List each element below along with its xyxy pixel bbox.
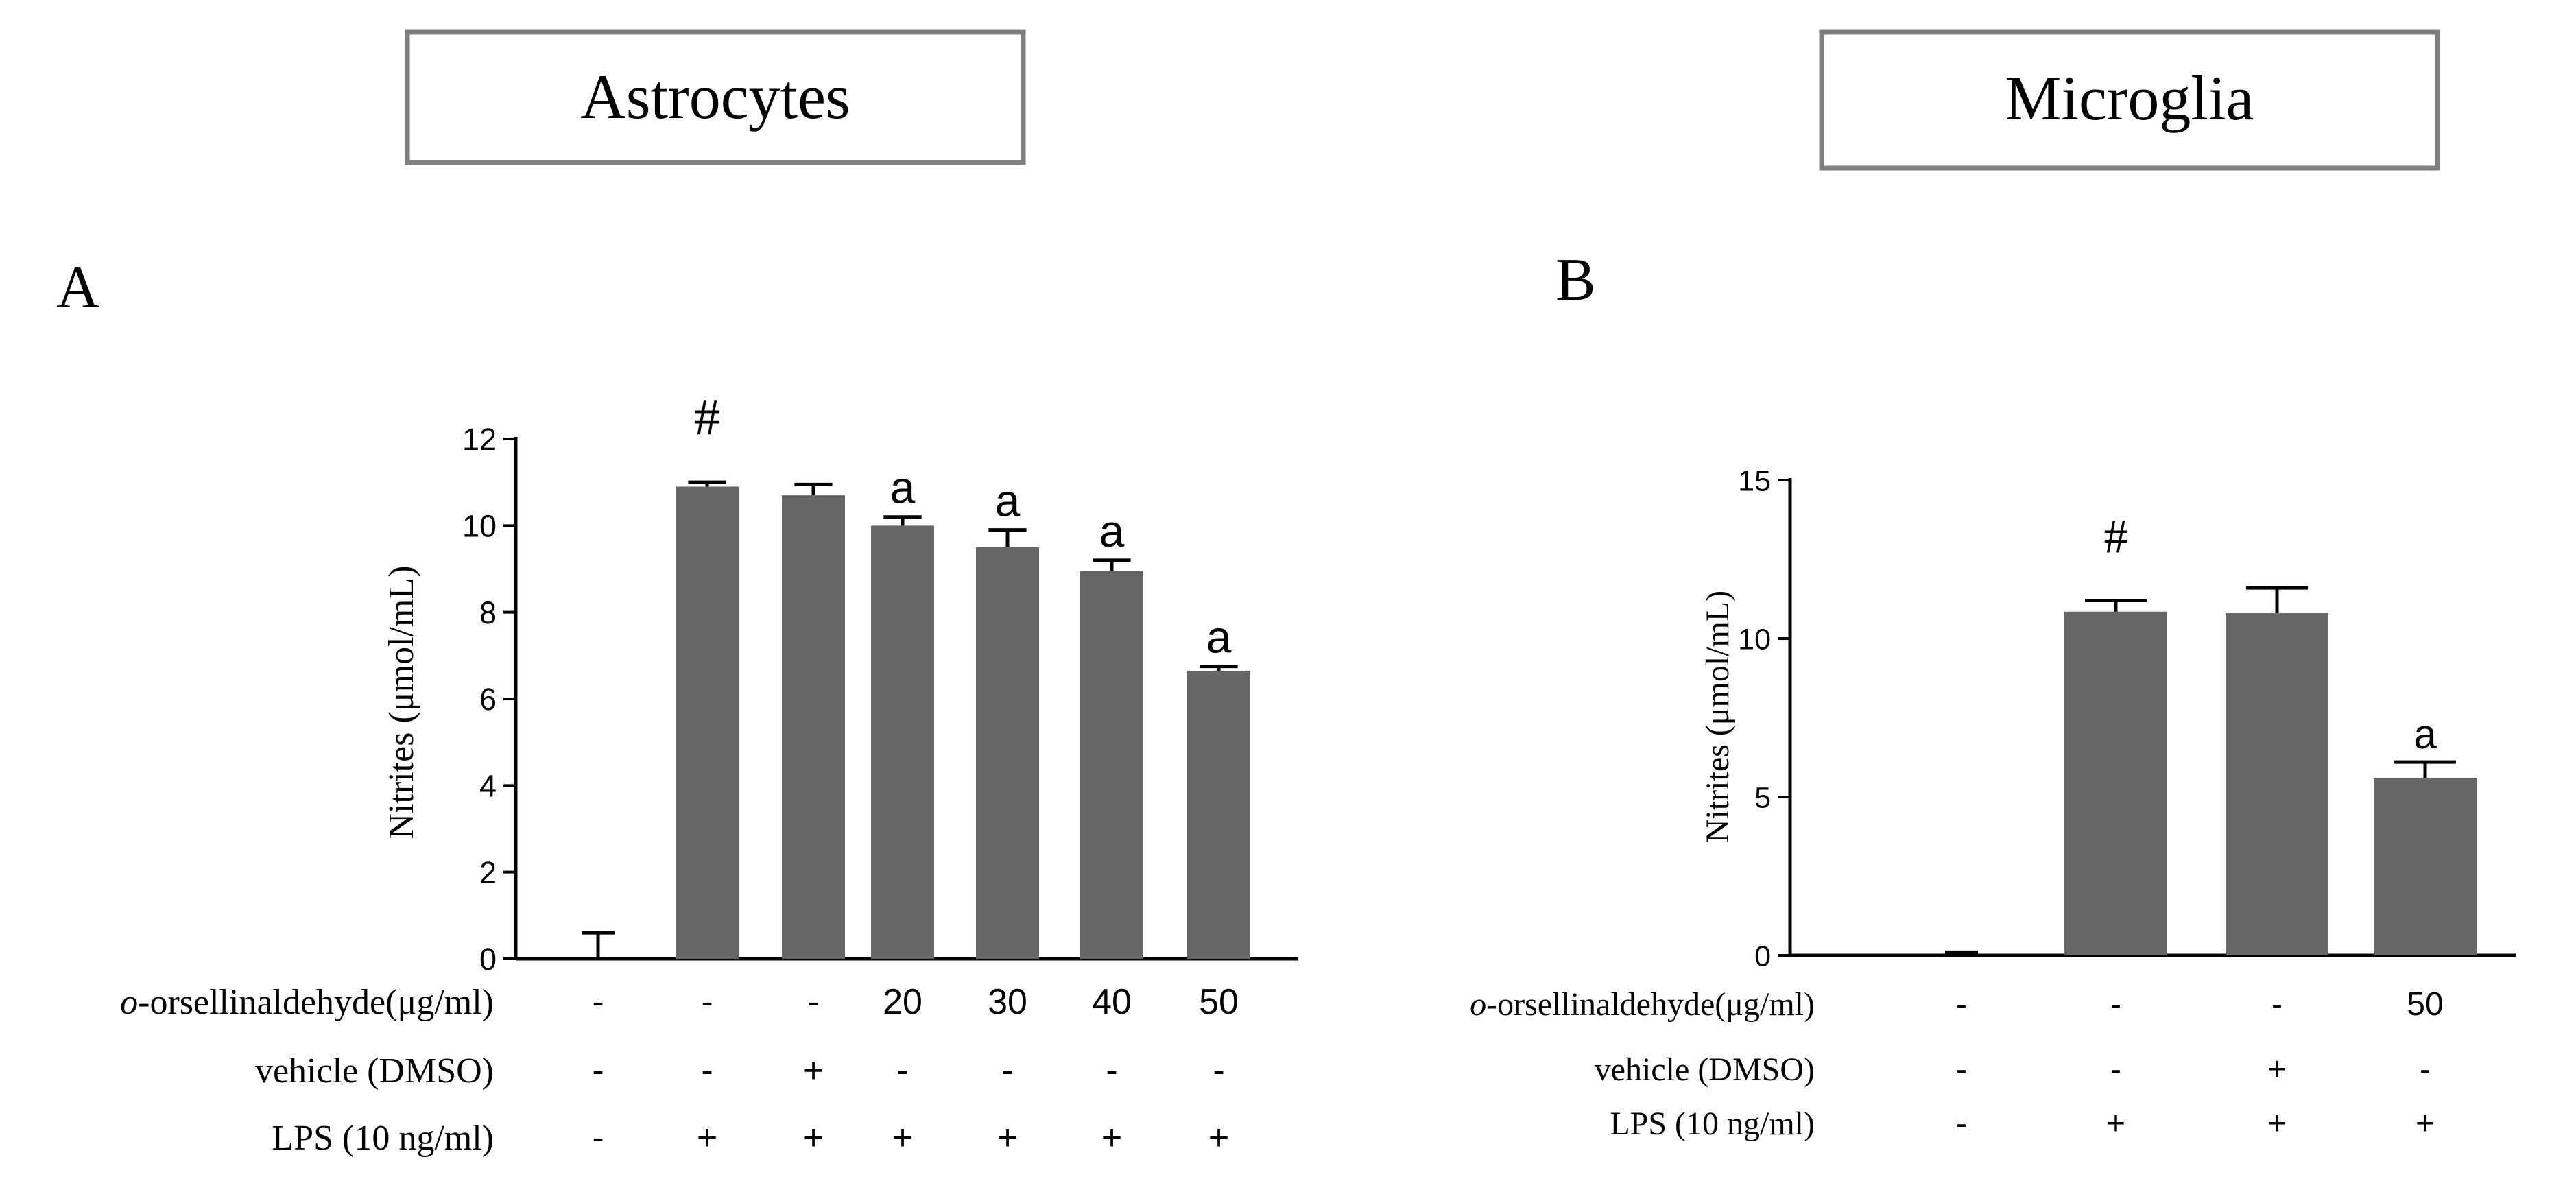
condition-value: - [1956,1051,1967,1088]
condition-value: + [2416,1106,2435,1142]
y-tick-label: 0 [1754,940,1771,973]
condition-label-text: -orsellinaldehyde(μg/ml) [138,983,494,1022]
condition-value: - [1956,1106,1967,1142]
y-tick-label: 15 [1738,464,1771,497]
y-tick-label: 0 [479,942,497,977]
condition-label-prefix: o [1470,986,1486,1023]
bar [2226,613,2328,955]
condition-value: 20 [883,982,922,1022]
y-tick-label: 4 [479,769,497,804]
bar [976,547,1039,959]
condition-label: o-orsellinaldehyde(μg/ml) [1470,986,1815,1023]
condition-value: - [1106,1051,1117,1091]
y-tick-label: 10 [1738,623,1771,656]
condition-label-text: vehicle (DMSO) [1595,1051,1815,1088]
bar [782,495,845,959]
y-tick-label: 6 [479,682,497,717]
y-tick-label: 10 [462,509,497,544]
condition-value: + [803,1051,824,1091]
condition-value: - [896,1051,908,1091]
y-tick-label: 2 [479,855,497,890]
condition-value: 40 [1092,982,1132,1022]
condition-label: LPS (10 ng/ml) [272,1119,494,1158]
condition-value: - [701,982,713,1022]
condition-label: vehicle (DMSO) [255,1051,494,1091]
panel-label-b: B [1555,247,1596,313]
condition-value: - [807,982,819,1022]
y-tick-label: 8 [479,595,497,630]
condition-label-text: LPS (10 ng/ml) [272,1119,494,1158]
panel-b-chart: 0 5 10 15 Nitrites (μmol/mL) # a o-orsellinalde… [1470,464,2516,1142]
condition-value: + [697,1118,717,1158]
condition-label-text: vehicle (DMSO) [255,1051,494,1091]
significance-letter: a [995,475,1021,526]
bar [2374,778,2477,955]
significance-hash: # [694,388,720,446]
condition-value: - [592,1118,604,1158]
condition-value: 50 [1199,982,1239,1022]
condition-value: + [1208,1118,1229,1158]
condition-value: - [1956,986,1967,1023]
condition-value: - [1001,1051,1013,1091]
condition-value: + [803,1118,824,1158]
condition-value: - [2110,986,2121,1023]
condition-value: + [2267,1106,2287,1142]
condition-value: - [1213,1051,1224,1091]
significance-letter: a [1099,505,1125,556]
bar [1080,571,1143,959]
y-tick-label: 5 [1754,781,1771,814]
condition-label-prefix: o [120,983,138,1022]
condition-label: LPS (10 ng/ml) [1610,1106,1815,1142]
header-astrocytes: Astrocytes [580,62,850,132]
condition-value: - [592,1051,604,1091]
condition-value: + [892,1118,913,1158]
y-tick-label: 12 [462,422,497,457]
condition-value: - [2110,1051,2121,1088]
panel-a-chart: 0 2 4 6 8 10 12 Nitrites (μmol/mL) # a a a a o-orsell… [120,388,1298,1158]
condition-label: o-orsellinaldehyde(μg/ml) [120,983,494,1022]
condition-value: + [997,1118,1018,1158]
condition-value: + [2267,1051,2287,1088]
condition-value: - [701,1051,713,1091]
header-box-astrocytes [405,29,1026,165]
bar [676,486,739,959]
bar [871,525,934,959]
condition-value: + [1101,1118,1122,1158]
y-axis-label: Nitrites (μmol/mL) [1700,591,1736,843]
significance-letter: a [890,462,916,513]
condition-value: + [2106,1106,2125,1142]
significance-hash: # [2104,511,2128,564]
header-box-microglia [1819,29,2440,171]
condition-label: vehicle (DMSO) [1595,1051,1815,1088]
significance-letter: a [1206,612,1232,663]
condition-label-text: LPS (10 ng/ml) [1610,1106,1815,1142]
condition-value: - [2271,986,2282,1023]
panel-label-a: A [56,254,100,321]
condition-value: 30 [988,982,1027,1022]
condition-label-text: -orsellinaldehyde(μg/ml) [1486,986,1815,1023]
condition-value: - [592,982,604,1022]
condition-value: 50 [2407,986,2443,1023]
bar [2064,611,2167,955]
significance-letter: a [2413,711,2437,757]
header-microglia: Microglia [2005,63,2254,133]
y-axis-label: Nitrites (μmol/mL) [382,565,421,839]
condition-value: - [2420,1051,2431,1088]
bar [1187,670,1250,959]
